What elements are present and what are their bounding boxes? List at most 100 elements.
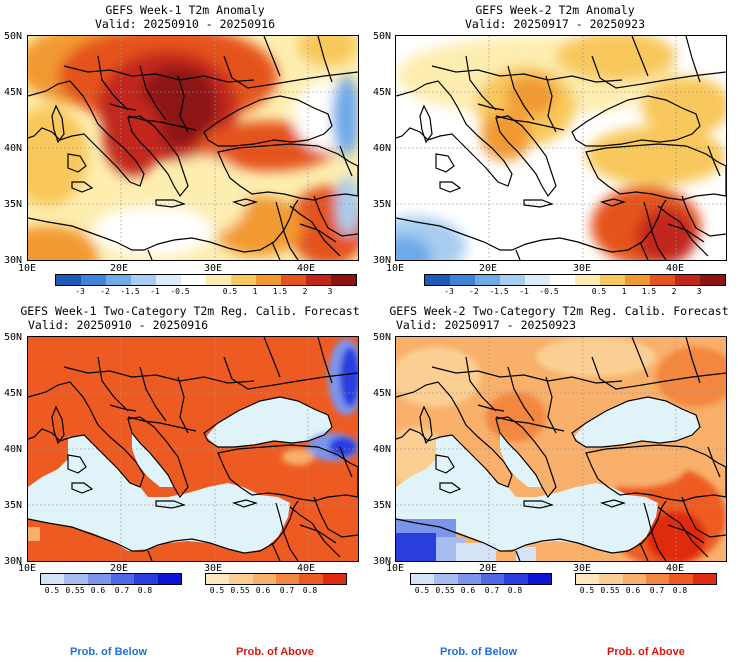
pb2-swatch-0 (411, 574, 435, 584)
p2-lat-30: 30N (373, 255, 392, 266)
panel3-map-svg (28, 337, 358, 561)
cb2-label-5: 0.5 (591, 287, 607, 296)
cb2-label-9: 3 (696, 287, 702, 296)
pb2-swatch-3 (480, 574, 505, 584)
panel3-title: GEFS Week-1 Two-Category T2m Reg. Calib.… (10, 304, 370, 332)
pa2-label-1: 0.55 (600, 586, 620, 595)
cb2-swatch-1 (450, 275, 475, 285)
cb1-swatch-2 (106, 275, 131, 285)
p2-lon-10: 10E (386, 263, 405, 274)
prob-above-colorbar-1 (205, 573, 347, 585)
p3-lat-35: 35N (4, 500, 23, 511)
cb2-swatch-9 (650, 275, 675, 285)
cb2-label-8: 2 (671, 287, 677, 296)
cb1-swatch-8 (256, 275, 281, 285)
cb1-label-7: 1.5 (272, 287, 288, 296)
cb1-label-5: 0.5 (222, 287, 238, 296)
cb2-swatch-11 (700, 275, 725, 285)
panel4-map-svg (396, 337, 726, 561)
panel4-title-text: GEFS Week-2 Two-Category T2m Reg. Calib.… (389, 304, 729, 318)
pb2-label-4: 0.8 (507, 586, 523, 595)
cb1-label-2: -1.5 (120, 287, 140, 296)
footer-prob-below-left: Prob. of Below (70, 646, 147, 658)
cb2-label-4: -0.5 (539, 287, 559, 296)
p3-lat-45: 45N (4, 388, 23, 399)
panel1-map (27, 35, 359, 261)
cb1-label-1: -2 (100, 287, 110, 296)
pb1-label-4: 0.8 (137, 586, 153, 595)
pa2-label-4: 0.8 (672, 586, 688, 595)
p3-lon-40: 40E (297, 563, 316, 574)
pa2-swatch-5 (692, 574, 716, 584)
cb1-label-3: -1 (150, 287, 160, 296)
cb1-label-4: -0.5 (170, 287, 190, 296)
cb1-label-8: 2 (302, 287, 308, 296)
pa1-swatch-3 (275, 574, 300, 584)
p3-lon-10: 10E (18, 563, 37, 574)
pb2-swatch-1 (434, 574, 458, 584)
anomaly-colorbar-1 (55, 274, 357, 286)
p4-lat-35: 35N (373, 500, 392, 511)
p4-lat-40: 40N (373, 444, 392, 455)
p4-lon-20: 20E (479, 563, 498, 574)
panel1-title: GEFS Week-1 T2m Anomaly Valid: 20250910 … (20, 3, 350, 31)
pa2-label-3: 0.7 (649, 586, 665, 595)
p1-lat-30: 30N (4, 255, 23, 266)
pb2-label-1: 0.55 (435, 586, 455, 595)
p3-lat-40: 40N (4, 444, 23, 455)
panel3-map (27, 336, 359, 562)
cb2-label-0: -3 (444, 287, 454, 296)
cb2-label-6: 1 (621, 287, 627, 296)
cb1-swatch-7 (231, 275, 256, 285)
p2-lon-30: 30E (573, 263, 592, 274)
cb1-label-0: -3 (75, 287, 85, 296)
cb1-swatch-6 (206, 275, 231, 285)
p1-lat-45: 45N (4, 87, 23, 98)
p4-lon-10: 10E (386, 563, 405, 574)
cb2-swatch-3 (500, 275, 525, 285)
panel2-map-svg (396, 36, 726, 260)
panel4-valid-text: Valid: 20250917 - 20250923 (396, 318, 577, 332)
p1-lon-30: 30E (204, 263, 223, 274)
cb1-label-6: 1 (252, 287, 258, 296)
pa1-swatch-5 (322, 574, 346, 584)
p4-lon-30: 30E (573, 563, 592, 574)
pb1-label-1: 0.55 (65, 586, 85, 595)
panel2-map (395, 35, 727, 261)
cb2-swatch-0 (425, 275, 450, 285)
pb1-label-0: 0.5 (44, 586, 60, 595)
pa1-label-1: 0.55 (230, 586, 250, 595)
p1-lat-50: 50N (4, 31, 23, 42)
pb1-swatch-5 (157, 574, 181, 584)
pb2-label-2: 0.6 (460, 586, 476, 595)
pa2-label-2: 0.6 (625, 586, 641, 595)
pb2-label-3: 0.7 (484, 586, 500, 595)
cb2-swatch-4 (525, 275, 550, 285)
pb1-swatch-0 (41, 574, 65, 584)
pb2-swatch-4 (504, 574, 528, 584)
pa2-swatch-4 (669, 574, 693, 584)
cb1-swatch-5 (181, 275, 206, 285)
panel1-map-svg (28, 36, 358, 260)
pa2-swatch-0 (576, 574, 600, 584)
p1-lat-35: 35N (4, 199, 23, 210)
pa2-swatch-1 (599, 574, 623, 584)
cb2-swatch-8 (625, 275, 650, 285)
pb1-label-2: 0.6 (90, 586, 106, 595)
cb1-swatch-1 (81, 275, 106, 285)
p2-lat-35: 35N (373, 199, 392, 210)
panel2-title-text: GEFS Week-2 T2m Anomaly (475, 3, 635, 17)
p4-lat-50: 50N (373, 332, 392, 343)
pa1-swatch-0 (206, 574, 230, 584)
prob-below-colorbar-2 (410, 573, 552, 585)
cb2-label-3: -1 (519, 287, 529, 296)
cb1-label-9: 3 (327, 287, 333, 296)
pb1-swatch-1 (64, 574, 88, 584)
cb2-swatch-6 (575, 275, 600, 285)
footer-prob-above-left: Prob. of Above (236, 646, 314, 658)
pb2-swatch-2 (457, 574, 481, 584)
prob-below-colorbar-1 (40, 573, 182, 585)
p2-lat-45: 45N (373, 87, 392, 98)
pb1-swatch-3 (110, 574, 135, 584)
cb1-swatch-10 (306, 275, 331, 285)
